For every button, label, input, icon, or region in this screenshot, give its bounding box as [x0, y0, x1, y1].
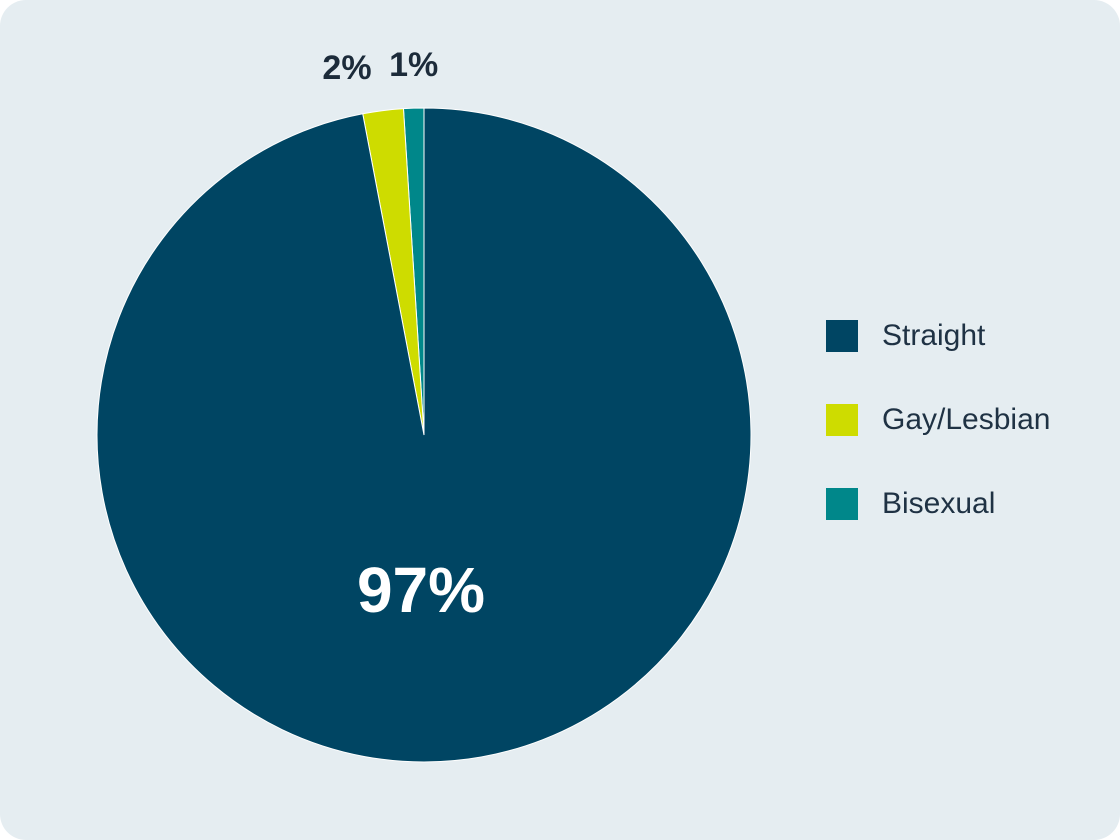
- legend-item-bisexual: Bisexual: [826, 486, 1050, 522]
- legend-label-bisexual: Bisexual: [882, 487, 996, 520]
- slice-label-bisexual: 1%: [389, 46, 438, 84]
- legend-swatch-straight: [826, 320, 858, 352]
- legend-swatch-bisexual: [826, 488, 858, 520]
- legend-item-gay-lesbian: Gay/Lesbian: [826, 402, 1050, 438]
- legend-label-gay-lesbian: Gay/Lesbian: [882, 403, 1051, 436]
- pie-slices: [96, 107, 752, 763]
- slice-label-gay-lesbian: 2%: [322, 49, 371, 87]
- legend-label-straight: Straight: [882, 319, 986, 352]
- legend: Straight Gay/Lesbian Bisexual: [826, 318, 1050, 570]
- pie-slice-labels: 1% 2% 97%: [322, 46, 485, 626]
- legend-item-straight: Straight: [826, 318, 1050, 354]
- pie-slice-straight: [96, 107, 752, 763]
- legend-swatch-gay-lesbian: [826, 404, 858, 436]
- slice-label-straight: 97%: [357, 554, 485, 626]
